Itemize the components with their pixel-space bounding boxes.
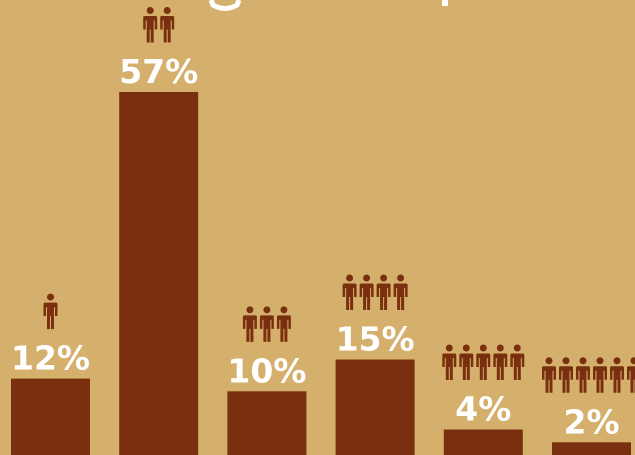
- person-icon: [43, 293, 58, 330]
- person-icon: [359, 274, 374, 310]
- title-glyph-fragment: [208, 0, 242, 11]
- person-icon: [376, 274, 391, 310]
- bar: [119, 92, 199, 455]
- person-icon: [259, 306, 274, 342]
- person-icon: [576, 357, 590, 393]
- person-icon: [559, 357, 573, 393]
- clipped-title-fragment: [208, 0, 448, 11]
- bar: [552, 442, 631, 455]
- value-label: 12%: [11, 339, 90, 378]
- value-label: 57%: [119, 52, 198, 91]
- person-icon: [493, 344, 508, 381]
- bar-group: [11, 92, 631, 455]
- value-label: 2%: [563, 402, 619, 441]
- person-icon: [160, 7, 175, 43]
- title-glyph-fragment: [442, 0, 448, 6]
- person-icon: [143, 7, 158, 43]
- person-icon: [542, 357, 556, 393]
- bar: [227, 391, 307, 455]
- person-icon: [459, 344, 474, 381]
- value-label: 15%: [336, 320, 415, 359]
- person-icon: [242, 306, 257, 342]
- bar: [335, 359, 415, 455]
- person-icon: [476, 344, 491, 381]
- person-icon: [593, 357, 607, 393]
- person-icon: [442, 344, 457, 381]
- bar: [11, 378, 90, 455]
- person-icon: [610, 357, 624, 393]
- person-icon-group: [43, 7, 635, 393]
- person-icon: [393, 274, 408, 310]
- person-icon: [510, 344, 525, 381]
- person-icon: [276, 306, 291, 342]
- bar: [443, 429, 523, 455]
- value-label: 4%: [455, 390, 511, 429]
- person-icon: [342, 274, 357, 310]
- value-label-group: 12% 57% 10% 15% 4% 2%: [11, 52, 620, 441]
- person-icon: [627, 357, 635, 393]
- value-label: 10%: [227, 351, 306, 390]
